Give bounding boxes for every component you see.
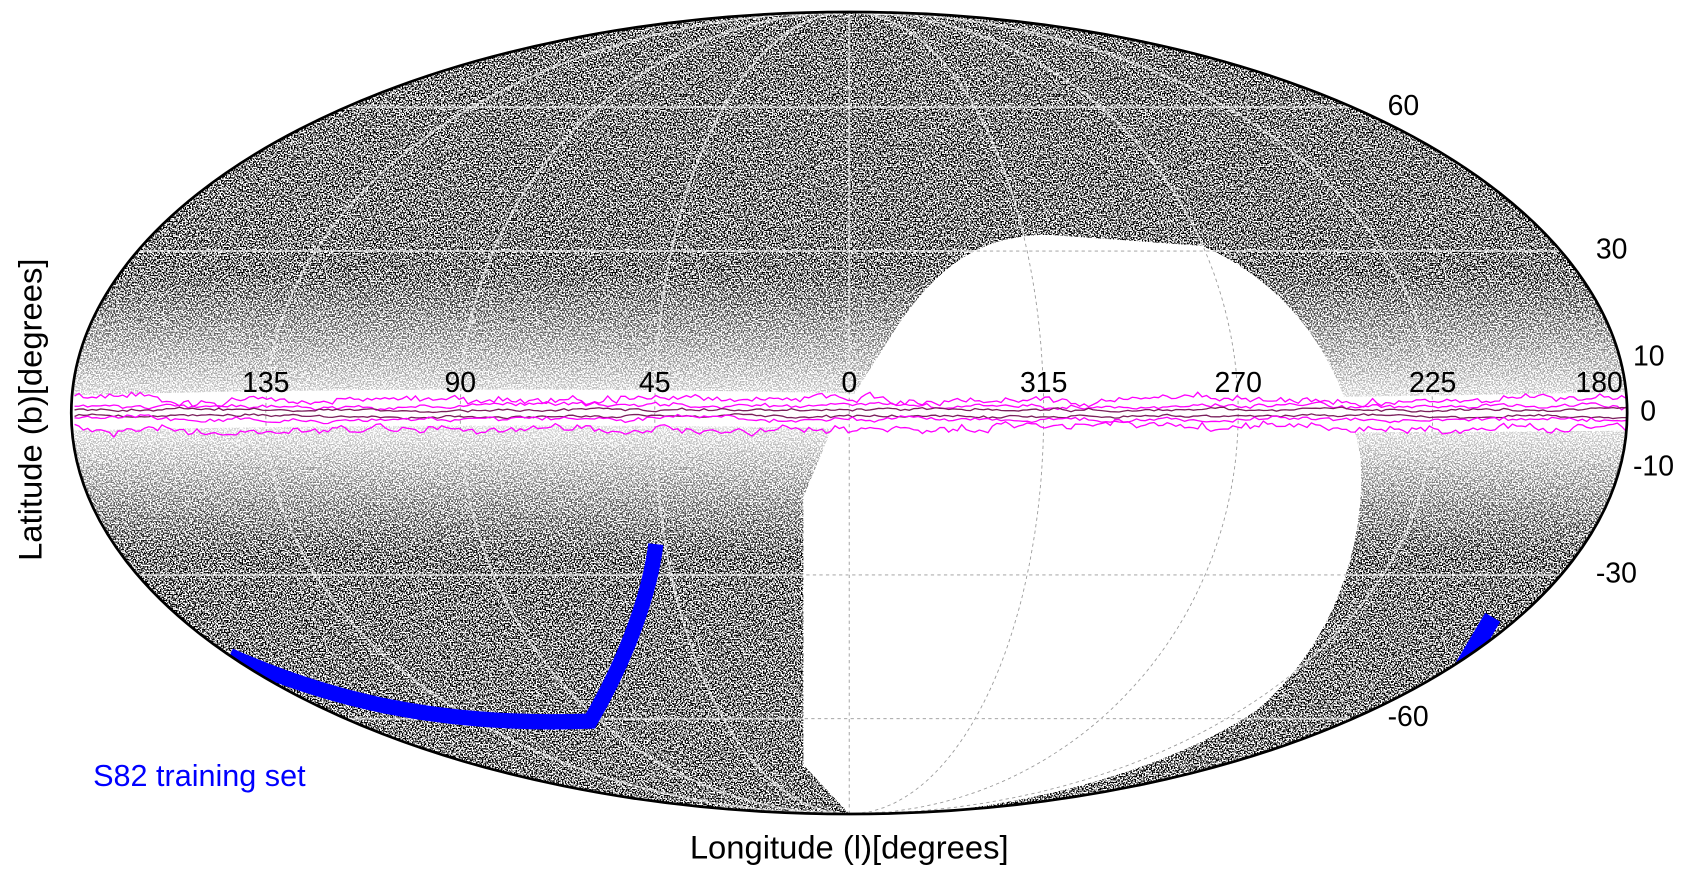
meridian-dash <box>654 12 850 814</box>
contour <box>74 413 1627 420</box>
longitude-label: 135 <box>242 367 289 399</box>
latitude-label: 10 <box>1633 341 1665 373</box>
latitude-label: -10 <box>1633 450 1674 482</box>
latitude-label: 30 <box>1596 234 1628 266</box>
longitude-label: 45 <box>639 367 671 399</box>
contour <box>74 401 1627 411</box>
longitude-label: 225 <box>1409 367 1456 399</box>
latitude-label: 60 <box>1388 90 1420 122</box>
latitude-label: -60 <box>1388 701 1429 733</box>
latitude-label: -30 <box>1596 557 1637 589</box>
legend-label: S82 training set <box>93 759 306 793</box>
y-axis-label: Latitude (b)[degrees] <box>12 259 49 561</box>
longitude-label: 270 <box>1215 367 1262 399</box>
s82-stripe <box>226 543 664 730</box>
masked-region <box>803 234 1362 814</box>
sky <box>71 12 1628 814</box>
contour <box>74 391 1627 409</box>
x-axis-label: Longitude (l)[degrees] <box>690 829 1009 866</box>
longitude-label: 90 <box>444 367 476 399</box>
meridian-dash <box>849 12 1434 814</box>
longitude-label: 315 <box>1020 367 1067 399</box>
longitude-label: 0 <box>841 367 857 399</box>
extinction-contours <box>74 391 1627 439</box>
meridian-dash <box>459 12 850 814</box>
meridian-dash <box>849 12 1239 814</box>
longitude-label: 180 <box>1575 367 1622 399</box>
contour <box>74 419 1627 439</box>
map-border <box>69 10 1629 816</box>
latitude-label: 0 <box>1640 396 1656 428</box>
contour <box>74 413 1627 425</box>
contour <box>74 406 1627 414</box>
tick-labels: 60 30 10 0 -10 -30 -60 135 90 45 0 315 270 225 180 <box>242 90 1674 733</box>
meridian-dash <box>849 12 1045 814</box>
